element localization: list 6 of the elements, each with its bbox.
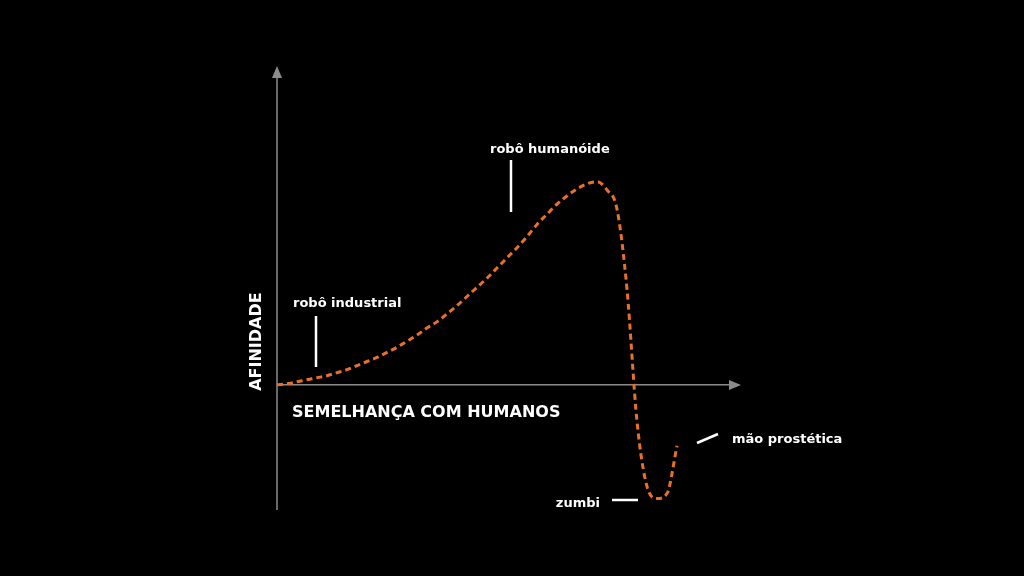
annotation: robô industrial (293, 295, 402, 311)
annotation: zumbi (555, 495, 600, 511)
y-axis-title: AFINIDADE (246, 292, 266, 391)
x-axis-title: SEMELHANÇA COM HUMANOS (292, 402, 561, 422)
text: mão prostética (732, 431, 843, 447)
text: robô humanóide (490, 141, 610, 157)
